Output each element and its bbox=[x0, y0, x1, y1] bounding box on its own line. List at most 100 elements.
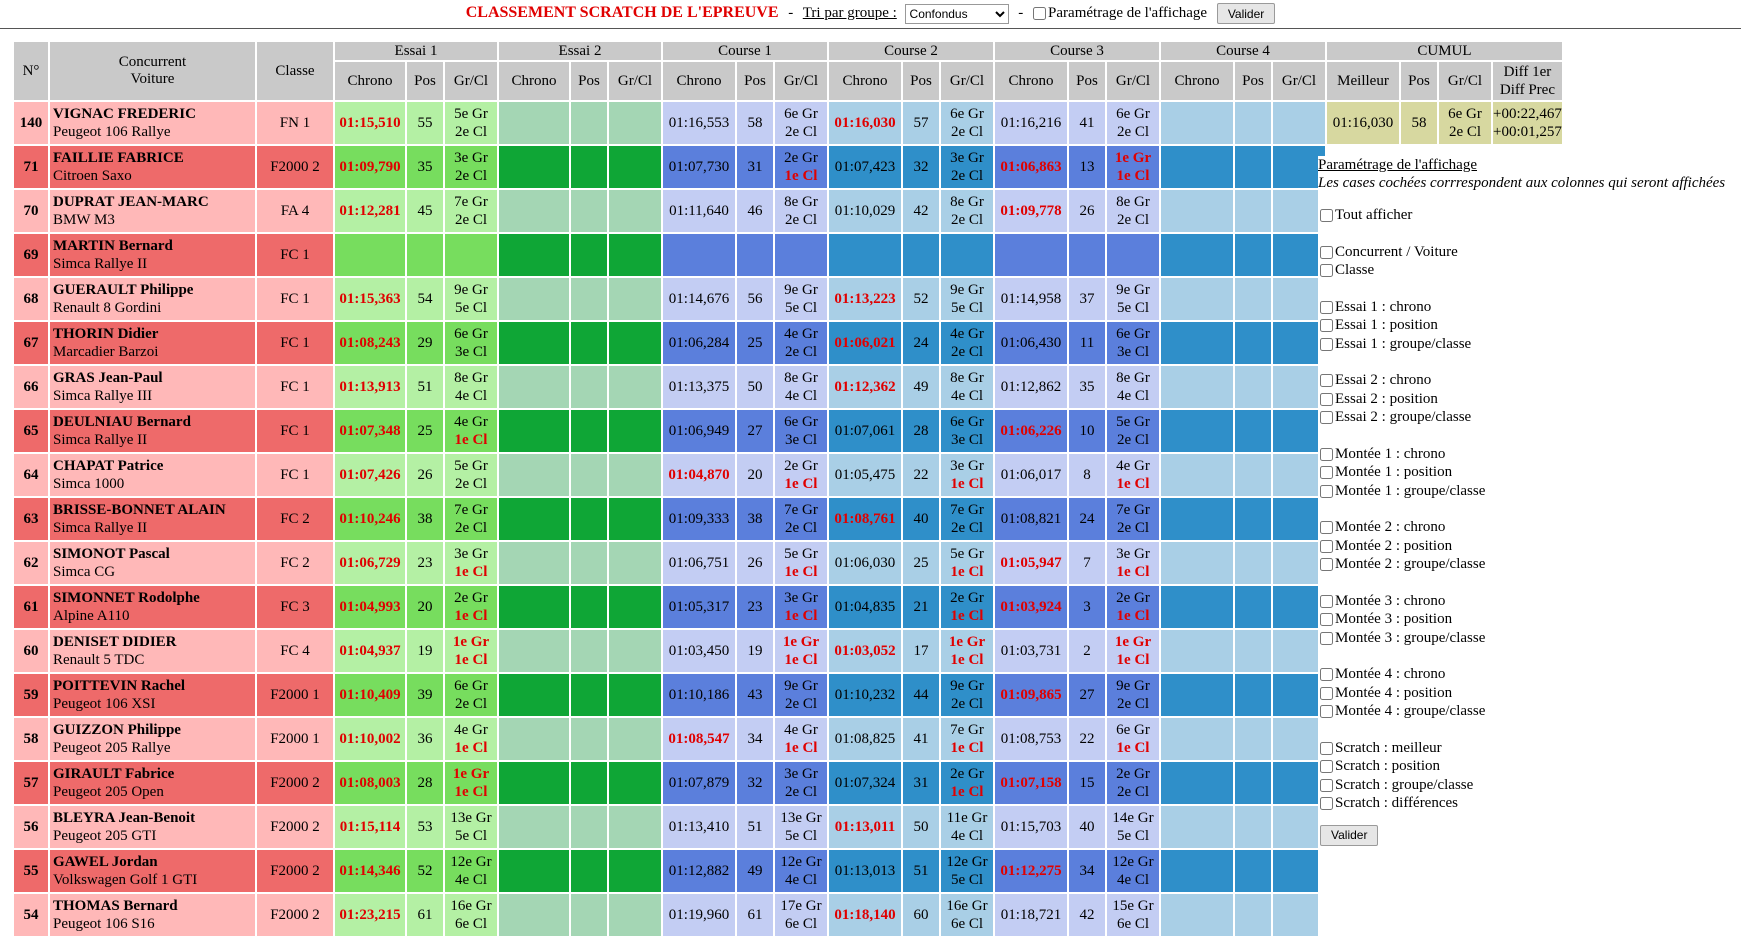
course3-group-rank: 4e Gr bbox=[1116, 458, 1150, 474]
course4-chrono bbox=[1161, 674, 1233, 716]
class-cell: F2000 2 bbox=[257, 762, 333, 804]
settings-option[interactable]: Montée 3 : position bbox=[1318, 610, 1741, 629]
settings-option[interactable]: Essai 1 : groupe/classe bbox=[1318, 335, 1741, 354]
course1-chrono: 01:08,547 bbox=[663, 718, 735, 760]
settings-option-checkbox[interactable] bbox=[1320, 668, 1333, 682]
essai1-chrono: 01:13,913 bbox=[335, 366, 405, 408]
car-name: BMW M3 bbox=[53, 212, 115, 228]
settings-option-checkbox[interactable] bbox=[1320, 741, 1333, 755]
settings-option-checkbox[interactable] bbox=[1320, 447, 1333, 461]
settings-option-checkbox[interactable] bbox=[1320, 392, 1333, 406]
course1-class-rank: 1e Cl bbox=[784, 564, 818, 580]
settings-option[interactable]: Essai 2 : chrono bbox=[1318, 371, 1741, 390]
essai2-pos bbox=[571, 894, 607, 936]
table-row: 71 FAILLIE FABRICE Citroen Saxo F2000 2 01:0… bbox=[14, 146, 1562, 188]
settings-option[interactable]: Montée 3 : groupe/classe bbox=[1318, 629, 1741, 648]
settings-option[interactable]: Montée 4 : chrono bbox=[1318, 665, 1741, 684]
course4-chrono bbox=[1161, 102, 1233, 144]
course3-grcl: 6e Gr 1e Cl bbox=[1107, 718, 1159, 760]
course3-grcl: 8e Gr 4e Cl bbox=[1107, 366, 1159, 408]
essai1-class-rank: 5e Cl bbox=[454, 300, 488, 316]
essai1-chrono bbox=[335, 234, 405, 276]
course2-pos: 50 bbox=[903, 806, 939, 848]
course3-pos: 26 bbox=[1069, 190, 1105, 232]
essai1-pos: 39 bbox=[407, 674, 443, 716]
validate-button[interactable]: Valider bbox=[1216, 3, 1276, 25]
settings-option-checkbox[interactable] bbox=[1320, 300, 1333, 314]
course1-group-rank: 8e Gr bbox=[784, 370, 818, 386]
settings-option-checkbox[interactable] bbox=[1320, 594, 1333, 608]
settings-option-checkbox[interactable] bbox=[1320, 558, 1333, 572]
settings-option-checkbox[interactable] bbox=[1320, 613, 1333, 627]
settings-option[interactable]: Tout afficher bbox=[1318, 206, 1741, 225]
car-name: Citroen Saxo bbox=[53, 168, 132, 184]
essai1-pos: 52 bbox=[407, 850, 443, 892]
table-row: 70 DUPRAT JEAN-MARC BMW M3 FA 4 01:12,281 45 7… bbox=[14, 190, 1562, 232]
settings-option[interactable]: Montée 4 : groupe/classe bbox=[1318, 702, 1741, 721]
settings-option-checkbox[interactable] bbox=[1320, 539, 1333, 553]
settings-option[interactable]: Essai 1 : position bbox=[1318, 316, 1741, 335]
settings-option-checkbox[interactable] bbox=[1320, 466, 1333, 480]
course2-chrono: 01:10,232 bbox=[829, 674, 901, 716]
course2-chrono: 01:06,030 bbox=[829, 542, 901, 584]
settings-option-checkbox[interactable] bbox=[1320, 778, 1333, 792]
essai2-grcl bbox=[609, 190, 661, 232]
settings-option[interactable]: Concurrent / Voiture bbox=[1318, 243, 1741, 262]
settings-option-checkbox[interactable] bbox=[1320, 264, 1333, 278]
class-cell: FC 1 bbox=[257, 410, 333, 452]
settings-option-checkbox[interactable] bbox=[1320, 760, 1333, 774]
panel-validate-button[interactable]: Valider bbox=[1320, 824, 1379, 846]
settings-option[interactable]: Montée 4 : position bbox=[1318, 684, 1741, 703]
bib-number: 56 bbox=[14, 806, 48, 848]
settings-option-checkbox[interactable] bbox=[1320, 797, 1333, 811]
settings-option[interactable]: Essai 1 : chrono bbox=[1318, 298, 1741, 317]
essai1-class-rank: 1e Cl bbox=[454, 608, 488, 624]
settings-option[interactable]: Essai 2 : groupe/classe bbox=[1318, 408, 1741, 427]
driver-cell: CHAPAT Patrice Simca 1000 bbox=[50, 454, 255, 496]
settings-option[interactable]: Montée 1 : chrono bbox=[1318, 445, 1741, 464]
settings-option[interactable]: Scratch : position bbox=[1318, 757, 1741, 776]
course2-class-rank: 3e Cl bbox=[950, 432, 984, 448]
settings-option[interactable]: Montée 2 : chrono bbox=[1318, 518, 1741, 537]
class-cell: F2000 1 bbox=[257, 674, 333, 716]
settings-option-checkbox[interactable] bbox=[1320, 245, 1333, 259]
essai2-pos bbox=[571, 806, 607, 848]
course3-grcl: 1e Gr 1e Cl bbox=[1107, 146, 1159, 188]
course1-chrono: 01:13,375 bbox=[663, 366, 735, 408]
course1-group-rank: 1e Gr bbox=[782, 634, 820, 650]
settings-option[interactable]: Scratch : différences bbox=[1318, 794, 1741, 813]
driver-cell: DUPRAT JEAN-MARC BMW M3 bbox=[50, 190, 255, 232]
settings-option[interactable]: Classe bbox=[1318, 261, 1741, 280]
settings-option-checkbox[interactable] bbox=[1320, 521, 1333, 535]
course3-chrono: 01:18,721 bbox=[995, 894, 1067, 936]
settings-option[interactable]: Scratch : groupe/classe bbox=[1318, 776, 1741, 795]
settings-option-checkbox[interactable] bbox=[1320, 411, 1333, 425]
settings-option-checkbox[interactable] bbox=[1320, 337, 1333, 351]
settings-option-checkbox[interactable] bbox=[1320, 705, 1333, 719]
driver-name: BRISSE-BONNET ALAIN bbox=[53, 502, 226, 518]
essai1-pos bbox=[407, 234, 443, 276]
settings-option[interactable]: Essai 2 : position bbox=[1318, 390, 1741, 409]
settings-checkbox[interactable] bbox=[1033, 7, 1047, 21]
settings-option-checkbox[interactable] bbox=[1320, 374, 1333, 388]
settings-option-checkbox[interactable] bbox=[1320, 686, 1333, 700]
sort-group-select[interactable]: Confondus bbox=[904, 3, 1009, 24]
settings-option[interactable]: Montée 2 : position bbox=[1318, 537, 1741, 556]
course4-grcl bbox=[1273, 146, 1325, 188]
settings-option[interactable]: Montée 3 : chrono bbox=[1318, 592, 1741, 611]
course4-chrono bbox=[1161, 366, 1233, 408]
settings-option-checkbox[interactable] bbox=[1320, 631, 1333, 645]
settings-option[interactable]: Montée 2 : groupe/classe bbox=[1318, 555, 1741, 574]
essai1-class-rank: 1e Cl bbox=[454, 740, 488, 756]
essai2-grcl bbox=[609, 850, 661, 892]
essai1-group-rank: 1e Gr bbox=[452, 766, 490, 782]
essai1-grcl: 16e Gr 6e Cl bbox=[445, 894, 497, 936]
settings-option-checkbox[interactable] bbox=[1320, 209, 1333, 223]
settings-option[interactable]: Scratch : meilleur bbox=[1318, 739, 1741, 758]
settings-option[interactable]: Montée 1 : position bbox=[1318, 463, 1741, 482]
course4-grcl bbox=[1273, 322, 1325, 364]
settings-option-checkbox[interactable] bbox=[1320, 319, 1333, 333]
settings-option-checkbox[interactable] bbox=[1320, 484, 1333, 498]
settings-option[interactable]: Montée 1 : groupe/classe bbox=[1318, 482, 1741, 501]
course1-grcl: 6e Gr 2e Cl bbox=[775, 102, 827, 144]
